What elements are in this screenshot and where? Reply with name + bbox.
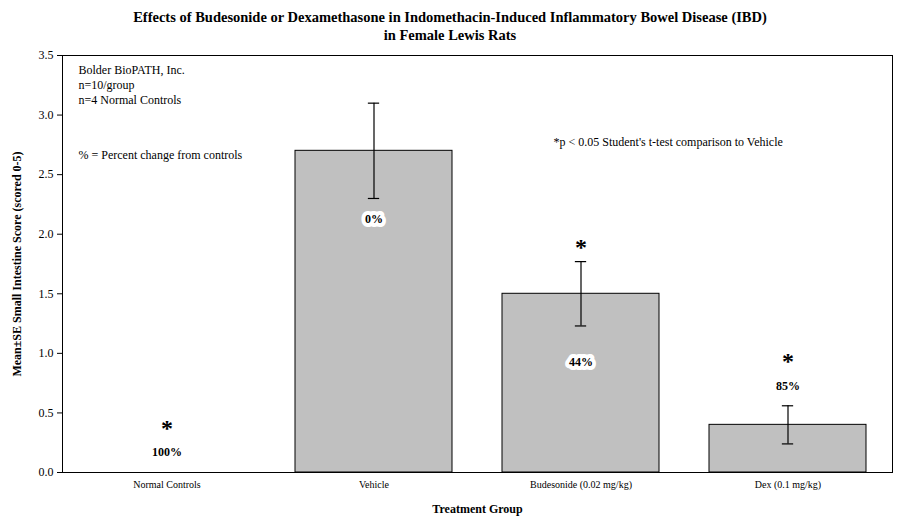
- svg-text:Bolder BioPATH, Inc.: Bolder BioPATH, Inc.: [79, 63, 185, 77]
- svg-text:Budesonide (0.02 mg/kg): Budesonide (0.02 mg/kg): [530, 479, 632, 491]
- svg-text:*: *: [575, 234, 587, 260]
- svg-text:n=10/group: n=10/group: [79, 78, 135, 92]
- svg-text:0%: 0%: [365, 212, 383, 226]
- html-text:Effects of Budesonide or Dexam: Effects of Budesonide or Dexamethasone i…: [133, 9, 767, 43]
- svg-text:Dex (0.1 mg/kg): Dex (0.1 mg/kg): [755, 479, 821, 491]
- svg-text:% = Percent change from contro: % = Percent change from controls: [79, 148, 243, 162]
- svg-text:1.0: 1.0: [39, 346, 54, 360]
- svg-text:3.5: 3.5: [39, 48, 54, 62]
- svg-text:44%: 44%: [569, 355, 593, 369]
- svg-text:85%: 85%: [776, 379, 800, 393]
- svg-text:0.0: 0.0: [39, 465, 54, 479]
- svg-text:*p < 0.05 Student's t-test com: *p < 0.05 Student's t-test comparison to…: [554, 135, 783, 149]
- svg-text:*: *: [782, 348, 794, 374]
- svg-text:Vehicle: Vehicle: [359, 479, 390, 490]
- svg-text:2.5: 2.5: [39, 167, 54, 181]
- svg-text:Mean±SE Small Intestine Score: Mean±SE Small Intestine Score (scored 0-…: [10, 151, 24, 376]
- svg-text:2.0: 2.0: [39, 227, 54, 241]
- svg-text:1.5: 1.5: [39, 287, 54, 301]
- svg-text:*: *: [161, 415, 173, 441]
- svg-text:Normal Controls: Normal Controls: [133, 479, 201, 490]
- svg-text:n=4 Normal Controls: n=4 Normal Controls: [79, 93, 182, 107]
- svg-text:Treatment Group: Treatment Group: [432, 502, 523, 516]
- svg-text:3.0: 3.0: [39, 108, 54, 122]
- svg-text:100%: 100%: [152, 445, 182, 459]
- svg-text:0.5: 0.5: [39, 406, 54, 420]
